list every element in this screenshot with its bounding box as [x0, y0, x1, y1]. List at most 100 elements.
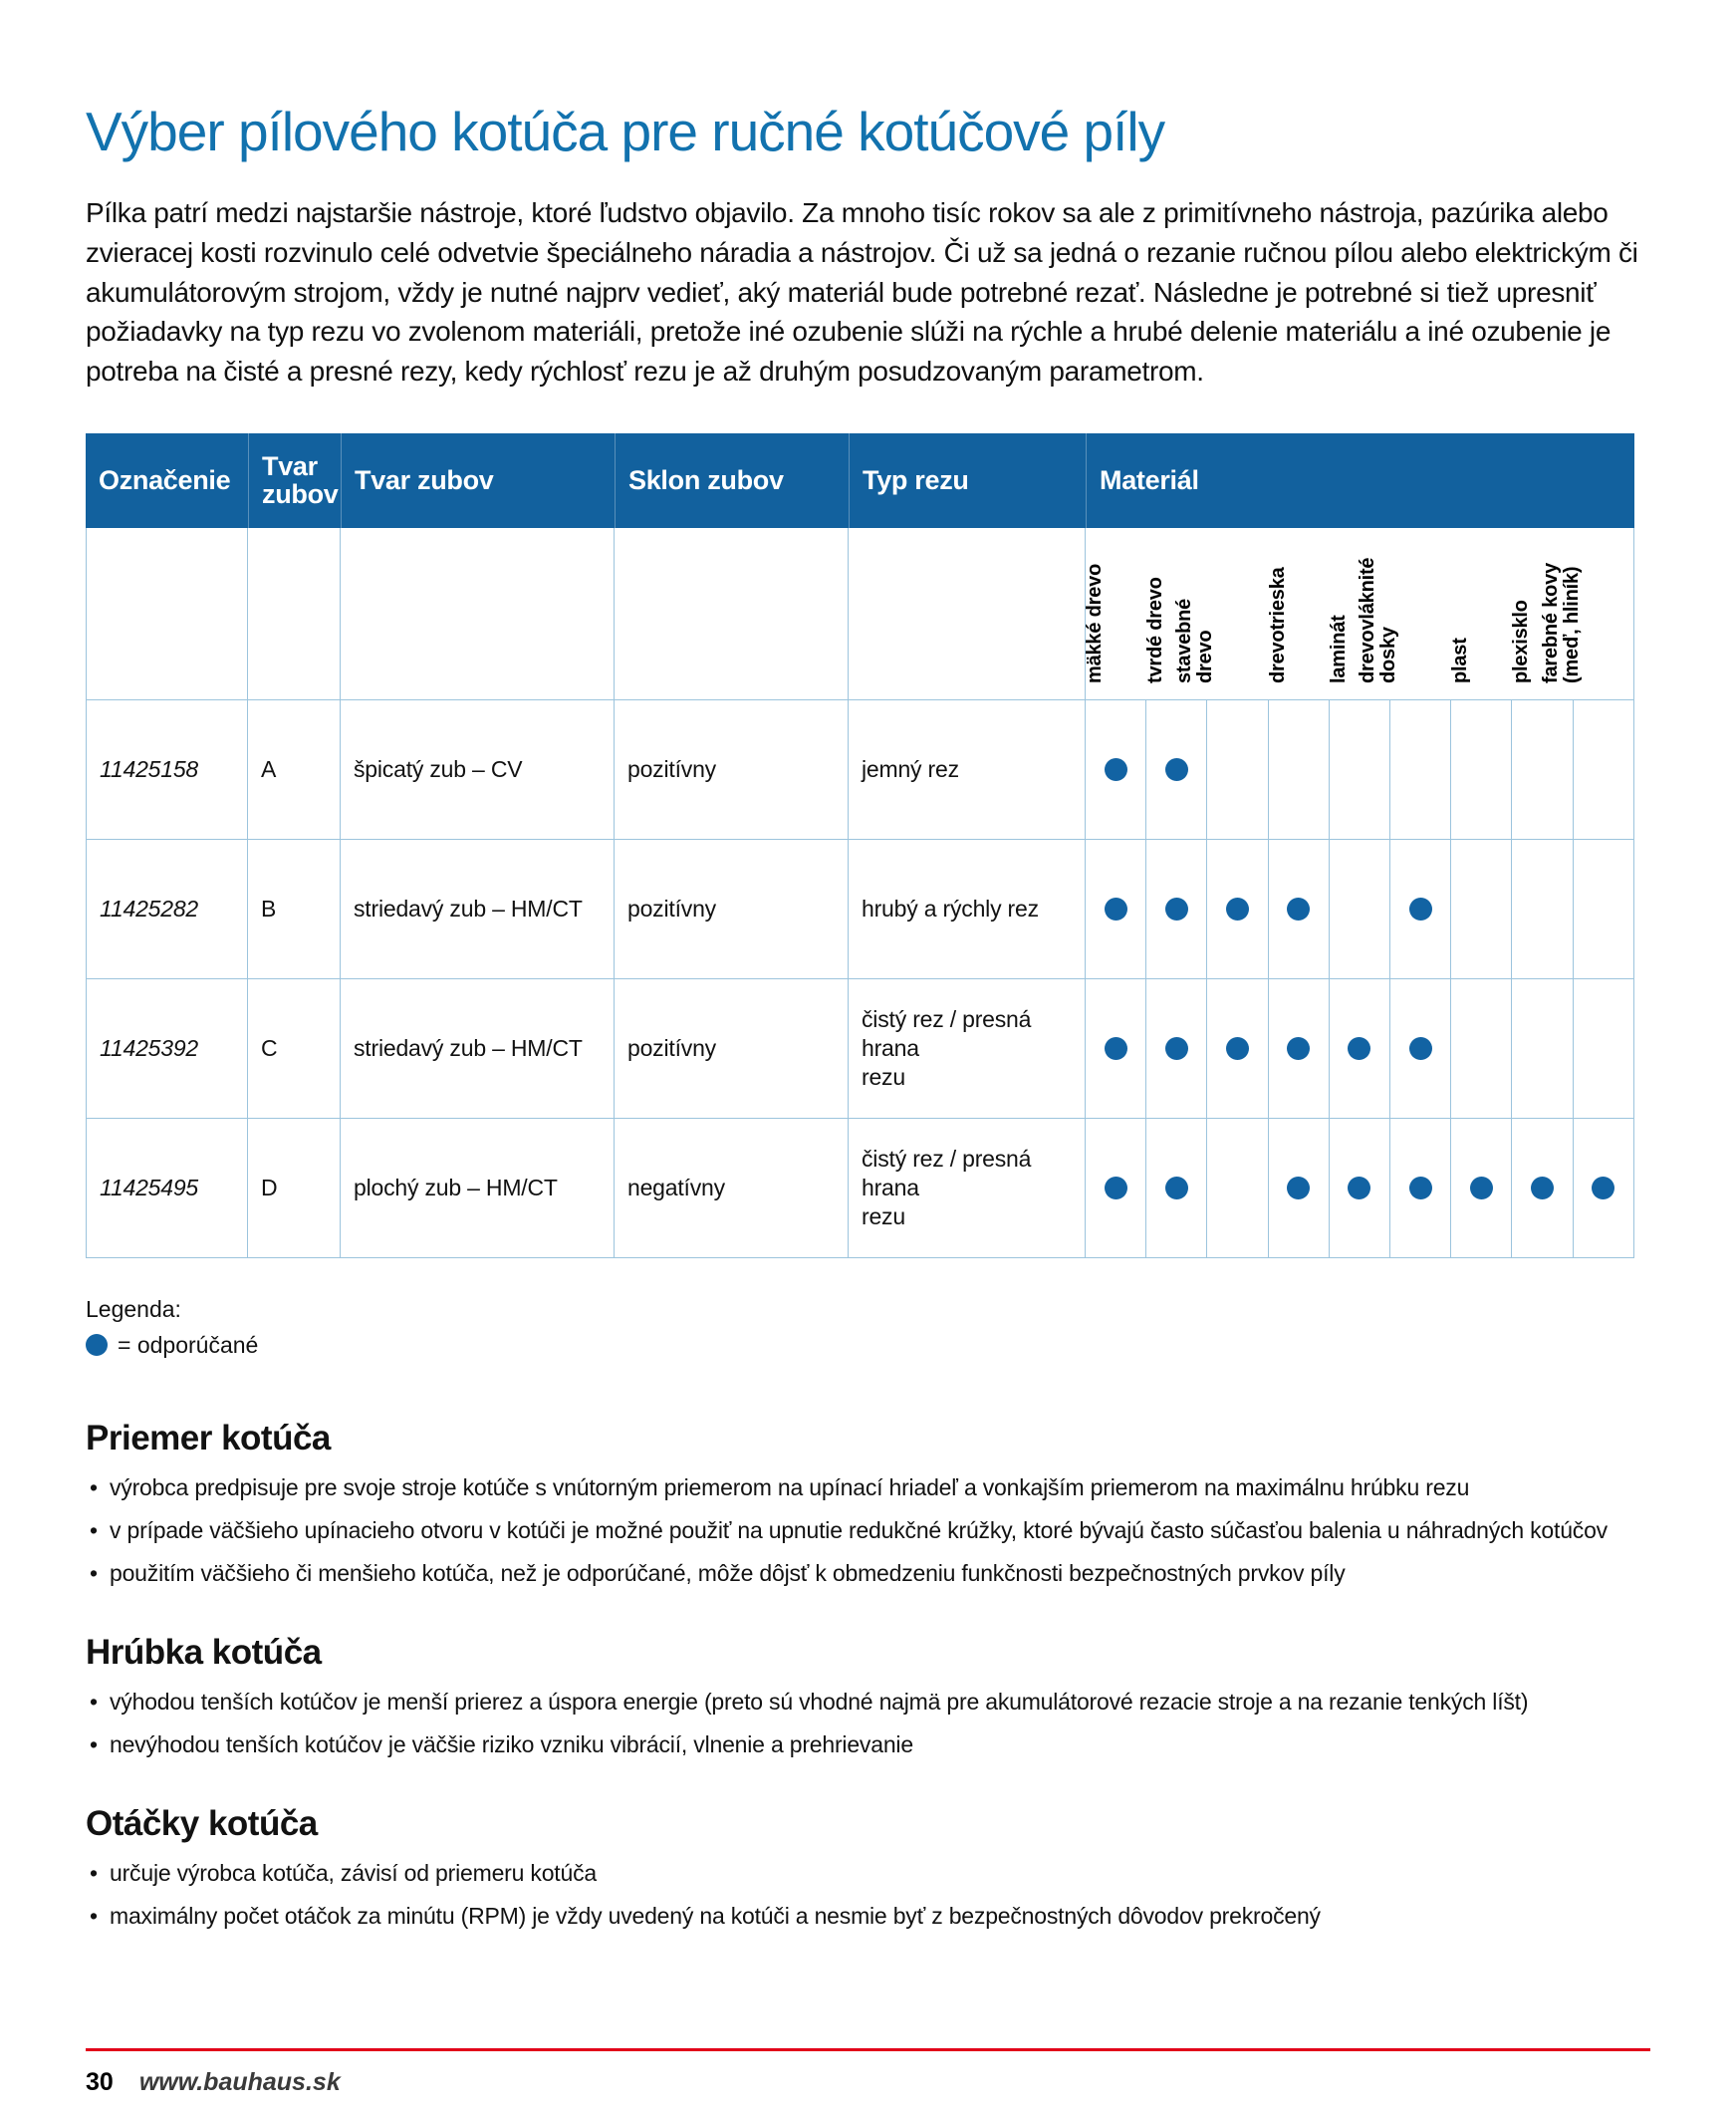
recommended-dot [1329, 1118, 1390, 1258]
recommended-dot [1451, 839, 1513, 979]
material-col-laminat: laminát [1328, 528, 1390, 700]
material-col-tvrde-drevo: tvrdé drevo [1144, 528, 1208, 700]
recommended-dot [1389, 1118, 1452, 1258]
recommended-dot [1146, 699, 1208, 840]
section-hrubka-kotuca: Hrúbka kotúča výhodou tenších kotúčov je… [86, 1633, 1650, 1758]
legend: Legenda: = odporúčané [86, 1296, 1650, 1359]
section-heading: Otáčky kotúča [86, 1803, 318, 1843]
recommended-dot [1512, 978, 1574, 1119]
recommended-dot [1207, 839, 1269, 979]
recommended-dot [1573, 978, 1634, 1119]
col-header-tvar-zubov-letter: Tvar zubov [248, 432, 341, 528]
section-otacky-kotuca: Otáčky kotúča určuje výrobca kotúča, záv… [86, 1804, 1650, 1930]
section-heading: Priemer kotúča [86, 1418, 331, 1457]
recommended-dot [1573, 839, 1634, 979]
table-row-pitch: negatívny [615, 1118, 849, 1258]
material-col-plast: plast [1449, 528, 1513, 700]
material-col-stavebne-drevo: stavebné drevo [1173, 528, 1269, 700]
section-priemer-kotuca: Priemer kotúča výrobca predpisuje pre sv… [86, 1419, 1650, 1587]
recommended-dot [1086, 978, 1147, 1119]
material-col-plexisklo: plexisklo [1510, 528, 1574, 700]
bullet-list: určuje výrobca kotúča, závisí od priemer… [86, 1860, 1650, 1930]
recommended-dot [1573, 1118, 1634, 1258]
label-spacer [248, 527, 341, 700]
table-row-code: 11425282 [86, 839, 248, 979]
recommended-dot [1086, 1118, 1147, 1258]
recommended-dot [1268, 699, 1330, 840]
material-col-farebne-kovy: farebné kovy (meď, hliník) [1540, 527, 1634, 700]
website-url: www.bauhaus.sk [138, 2068, 341, 2096]
table-row-letter: D [248, 1118, 341, 1258]
recommended-dot [1451, 1118, 1513, 1258]
bullet-item: maximálny počet otáčok za minútu (RPM) j… [86, 1903, 1650, 1930]
recommended-dot [1146, 978, 1208, 1119]
table-row-letter: C [248, 978, 341, 1119]
table-row-cut-type: čistý rez / presná hrana rezu [849, 978, 1086, 1119]
saw-blade-table: Označenie Tvar zubov Tvar zubov Sklon zu… [86, 432, 1634, 1258]
col-header-sklon-zubov: Sklon zubov [615, 432, 849, 528]
recommended-dot [1268, 839, 1330, 979]
recommended-dot [1389, 978, 1452, 1119]
col-header-typ-rezu: Typ rezu [849, 432, 1086, 528]
recommended-dot [1451, 978, 1513, 1119]
table-row-cut-type: jemný rez [849, 699, 1086, 840]
table-row-letter: B [248, 839, 341, 979]
legend-dot-meaning: = odporúčané [118, 1331, 259, 1358]
legend-title: Legenda: [86, 1295, 181, 1322]
section-heading: Hrúbka kotúča [86, 1632, 322, 1672]
recommended-dot [1573, 699, 1634, 840]
recommended-dot [1329, 978, 1390, 1119]
recommended-dot [1329, 839, 1390, 979]
table-row-tooth-shape: plochý zub – HM/CT [341, 1118, 615, 1258]
col-header-tvar-zubov: Tvar zubov [341, 432, 615, 528]
table-row-tooth-shape: striedavý zub – HM/CT [341, 839, 615, 979]
bullet-item: nevýhodou tenších kotúčov je väčšie rizi… [86, 1731, 1650, 1758]
bullet-item: použitím väčšieho či menšieho kotúča, ne… [86, 1560, 1650, 1587]
info-sections: Priemer kotúča výrobca predpisuje pre sv… [86, 1419, 1650, 1930]
material-col-makke-drevo: mäkké drevo [1084, 528, 1147, 700]
table-row-letter: A [248, 699, 341, 840]
recommended-dot [1389, 699, 1452, 840]
bullet-item: v prípade väčšieho upínacieho otvoru v k… [86, 1517, 1650, 1544]
table-row-pitch: pozitívny [615, 839, 849, 979]
material-col-drevovlaknite-dosky: drevovláknité dosky [1357, 528, 1452, 700]
table-row-tooth-shape: striedavý zub – HM/CT [341, 978, 615, 1119]
recommended-dot [1086, 699, 1147, 840]
label-spacer [86, 527, 248, 700]
page-title: Výber pílového kotúča pre ručné kotúčové… [86, 101, 1165, 162]
recommended-dot [1389, 839, 1452, 979]
label-spacer [849, 527, 1086, 700]
recommended-dot [1268, 978, 1330, 1119]
recommended-dot [1268, 1118, 1330, 1258]
legend-dot-icon [86, 1334, 108, 1357]
table-row-code: 11425495 [86, 1118, 248, 1258]
recommended-dot [1512, 1118, 1574, 1258]
recommended-dot [1207, 978, 1269, 1119]
page-number: 30 [86, 2068, 114, 2096]
footer: 30 www.bauhaus.sk [86, 2068, 341, 2097]
recommended-dot [1329, 699, 1390, 840]
bullet-list: výrobca predpisuje pre svoje stroje kotú… [86, 1474, 1650, 1587]
bullet-item: výhodou tenších kotúčov je menší prierez… [86, 1689, 1650, 1716]
table-row-pitch: pozitívny [615, 978, 849, 1119]
recommended-dot [1512, 699, 1574, 840]
recommended-dot [1512, 839, 1574, 979]
table-row-cut-type: čistý rez / presná hrana rezu [849, 1118, 1086, 1258]
bullet-item: určuje výrobca kotúča, závisí od priemer… [86, 1860, 1650, 1887]
recommended-dot [1146, 839, 1208, 979]
recommended-dot [1451, 699, 1513, 840]
intro-paragraph: Pílka patrí medzi najstaršie nástroje, k… [86, 197, 1638, 387]
col-header-material: Materiál [1086, 432, 1634, 528]
col-header-oznacenie: Označenie [86, 432, 248, 528]
footer-rule [86, 2048, 1650, 2051]
material-col-drevotrieska: drevotrieska [1267, 528, 1330, 700]
page-content: Výber pílového kotúča pre ručné kotúčové… [0, 100, 1736, 1930]
table-row-cut-type: hrubý a rýchly rez [849, 839, 1086, 979]
recommended-dot [1146, 1118, 1208, 1258]
table-row-code: 11425392 [86, 978, 248, 1119]
table-row-code: 11425158 [86, 699, 248, 840]
recommended-dot [1207, 1118, 1269, 1258]
recommended-dot [1207, 699, 1269, 840]
recommended-dot [1086, 839, 1147, 979]
